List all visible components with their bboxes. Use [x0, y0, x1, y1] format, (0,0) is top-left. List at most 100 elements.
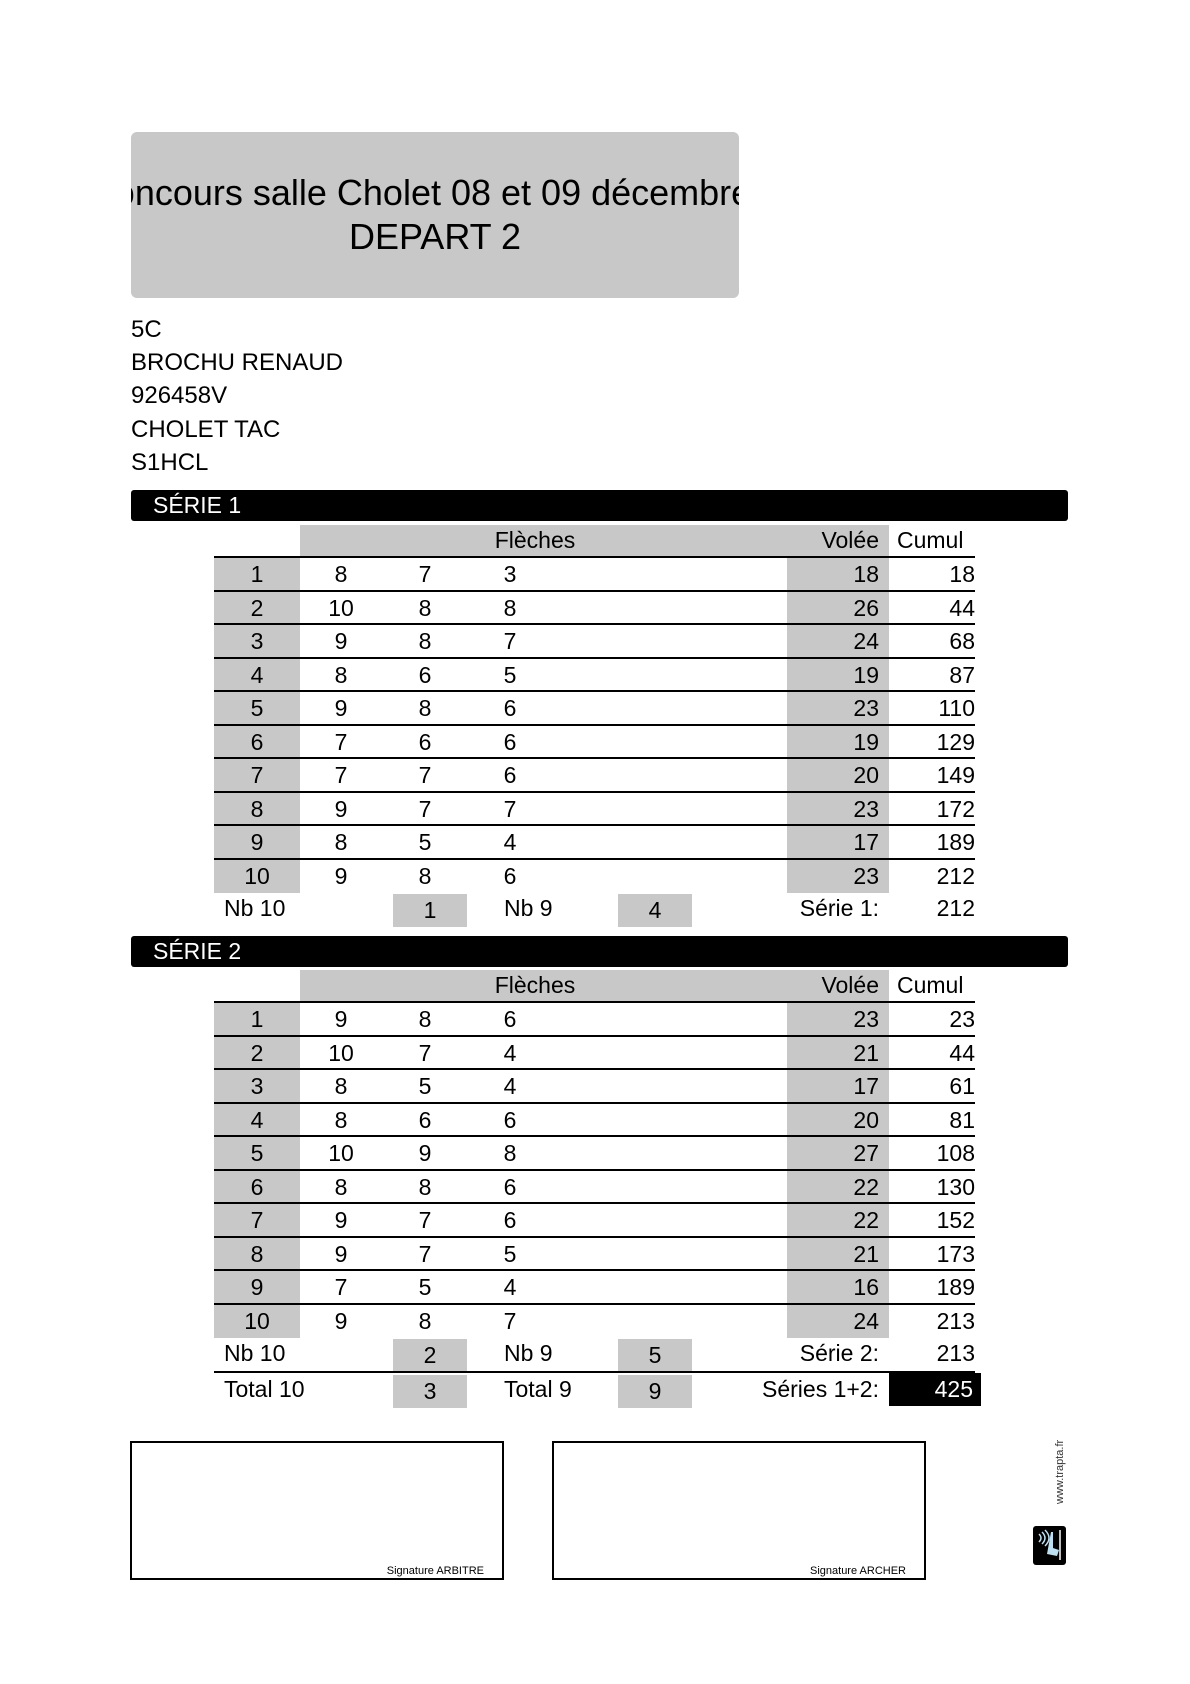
- arrow-score: 7: [418, 1240, 432, 1267]
- nb10-label: Nb 10: [224, 895, 286, 921]
- end-score: 17: [787, 1070, 889, 1103]
- arrow-score: 6: [503, 762, 517, 788]
- arrow-score: 3: [503, 561, 517, 587]
- cumul-score: 44: [949, 594, 975, 621]
- end-number: 2: [214, 1036, 300, 1070]
- end-score: 22: [787, 1170, 889, 1204]
- table-row: 3 9 8 7 24 68: [214, 623, 975, 658]
- cumul-score: 152: [936, 1207, 975, 1233]
- arrow-score: 7: [334, 1274, 348, 1300]
- table-header-row: Flèches Volée Cumul: [214, 970, 975, 1001]
- arrow-score: 6: [503, 862, 517, 889]
- table-row: 5 10 9 8 27 108: [214, 1135, 975, 1170]
- nb9-value: 4: [618, 894, 692, 927]
- series-summary-row: Nb 10 1 Nb 9 4 Série 1: 212: [214, 892, 975, 927]
- trapta-logo-icon: [1033, 1526, 1066, 1565]
- arrow-score: 7: [503, 1307, 517, 1334]
- end-number: 9: [214, 826, 300, 859]
- table-row: 7 9 7 6 22 152: [214, 1202, 975, 1237]
- cumul-score: 23: [949, 1006, 975, 1032]
- end-number: 8: [214, 792, 300, 826]
- event-subtitle: DEPART 2: [348, 216, 522, 257]
- table-row: 1 8 7 3 18 18: [214, 556, 975, 591]
- end-score: 23: [787, 859, 889, 893]
- arrow-score: 10: [328, 594, 354, 621]
- total10-label: Total 10: [224, 1376, 305, 1402]
- arrow-score: 9: [334, 628, 348, 654]
- arrow-score: 5: [418, 1274, 432, 1300]
- nb10-value: 2: [393, 1339, 467, 1372]
- end-score: 20: [787, 759, 889, 792]
- arrow-score: 8: [418, 1006, 432, 1032]
- arrow-score: 6: [418, 1106, 432, 1133]
- grand-total: 425: [889, 1373, 981, 1406]
- end-score: 19: [787, 658, 889, 692]
- end-header: Volée: [787, 525, 889, 556]
- arrow-score: 8: [503, 594, 517, 621]
- arrow-score: 7: [334, 762, 348, 788]
- end-number: 5: [214, 692, 300, 725]
- arrow-score: 7: [418, 762, 432, 788]
- arrow-score: 7: [418, 1039, 432, 1066]
- cumul-score: 110: [938, 695, 975, 721]
- nb9-label: Nb 9: [504, 895, 553, 921]
- arrow-score: 8: [418, 1307, 432, 1334]
- end-score: 24: [787, 1304, 889, 1338]
- end-number: 3: [214, 625, 300, 658]
- cumul-score: 87: [949, 661, 975, 688]
- end-score: 18: [787, 558, 889, 591]
- end-number: 6: [214, 725, 300, 759]
- arrow-score: 8: [418, 862, 432, 889]
- end-number: 1: [214, 558, 300, 591]
- end-score: 21: [787, 1036, 889, 1070]
- end-header: Volée: [787, 970, 889, 1001]
- table-row: 9 7 5 4 16 189: [214, 1269, 975, 1304]
- arrow-score: 7: [503, 795, 517, 822]
- arrow-score: 7: [418, 1207, 432, 1233]
- end-number: 4: [214, 1103, 300, 1137]
- archer-license: 926458V: [131, 382, 228, 409]
- total9-value: 9: [618, 1375, 692, 1408]
- table-row: 8 9 7 5 21 173: [214, 1235, 975, 1271]
- arrow-score: 7: [418, 795, 432, 822]
- arrow-score: 8: [418, 594, 432, 621]
- end-score: 26: [787, 591, 889, 625]
- series-title-bar: SÉRIE 2: [131, 936, 1068, 967]
- arrow-score: 7: [334, 728, 348, 755]
- arrow-score: 6: [418, 661, 432, 688]
- end-number: 7: [214, 759, 300, 792]
- arrow-score: 8: [334, 1173, 348, 1200]
- referee-signature-label: Signature ARBITRE: [386, 1565, 484, 1577]
- table-row: 2 10 8 8 26 44: [214, 589, 975, 625]
- cumul-score: 44: [949, 1039, 975, 1066]
- table-row: 6 8 8 6 22 130: [214, 1168, 975, 1204]
- end-number: 10: [214, 859, 300, 893]
- arrow-score: 6: [503, 1006, 517, 1032]
- arrow-score: 6: [503, 728, 517, 755]
- referee-signature-box[interactable]: Signature ARBITRE: [130, 1441, 504, 1580]
- arrow-score: 10: [328, 1140, 354, 1166]
- arrow-score: 8: [334, 661, 348, 688]
- cumul-score: 189: [936, 829, 975, 855]
- arrow-score: 6: [418, 728, 432, 755]
- arrow-score: 8: [418, 628, 432, 654]
- end-score: 17: [787, 826, 889, 859]
- arrow-score: 9: [334, 1307, 348, 1334]
- series-total: 212: [936, 895, 975, 921]
- arrow-score: 6: [503, 1106, 517, 1133]
- series-summary-row: Nb 10 2 Nb 9 5 Série 2: 213: [214, 1337, 975, 1372]
- end-score: 23: [787, 1003, 889, 1036]
- event-header: Concours salle Cholet 08 et 09 décembre …: [131, 132, 739, 298]
- table-row: 10 9 8 7 24 213: [214, 1302, 975, 1338]
- arrow-score: 9: [334, 1006, 348, 1032]
- end-number: 8: [214, 1237, 300, 1271]
- arrow-score: 5: [418, 829, 432, 855]
- arrow-score: 8: [418, 695, 432, 721]
- arrow-score: 8: [503, 1140, 517, 1166]
- cumul-score: 61: [949, 1073, 975, 1099]
- table-row: 1 9 8 6 23 23: [214, 1001, 975, 1036]
- end-number: 10: [214, 1304, 300, 1338]
- website-text: www.trapta.fr: [1054, 1439, 1066, 1504]
- archer-signature-box[interactable]: Signature ARCHER: [552, 1441, 926, 1580]
- nb9-label: Nb 9: [504, 1340, 553, 1366]
